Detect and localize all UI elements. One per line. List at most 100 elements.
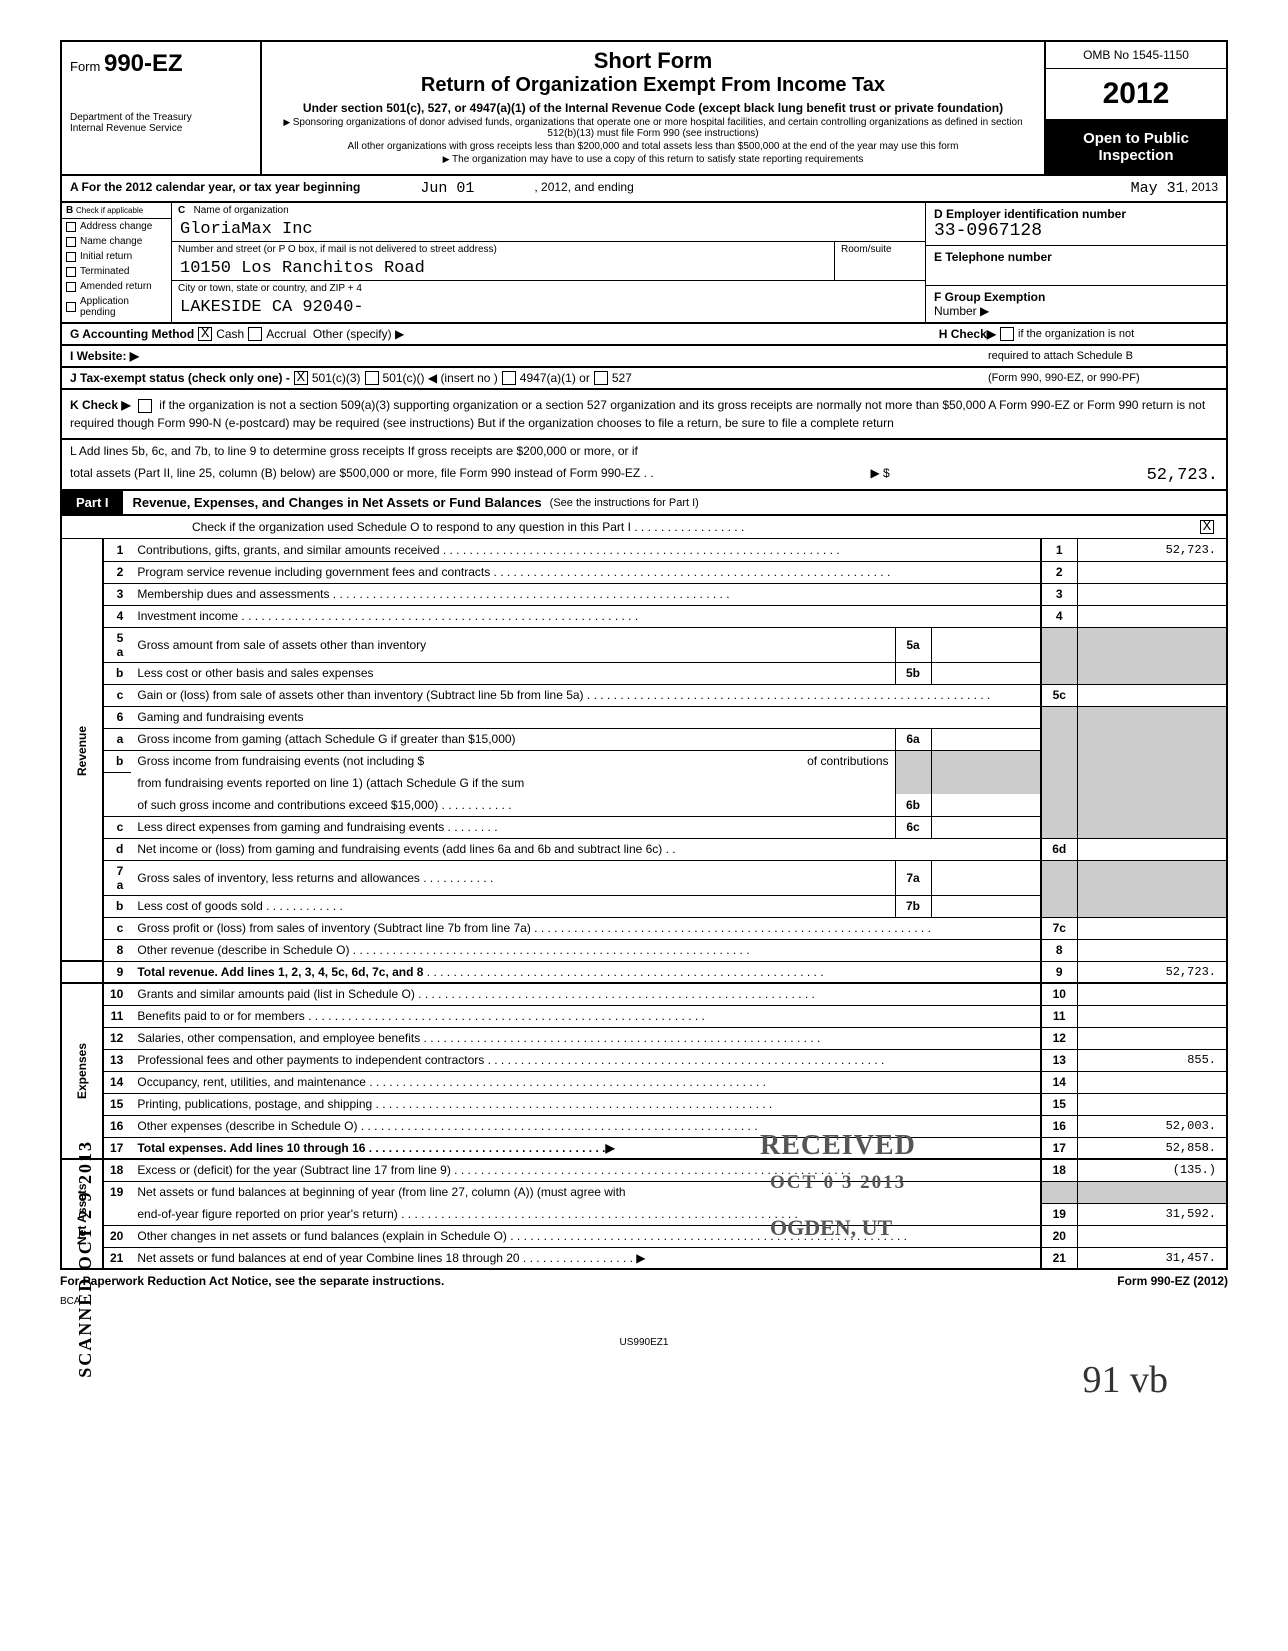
end-date: May 31 [1131,180,1185,197]
k-checkbox[interactable] [138,399,152,413]
name-label: Name of organization [194,205,289,216]
l20-val [1077,1225,1227,1247]
l6b3-num [103,794,131,816]
revenue-label: Revenue [61,539,103,961]
l17-rn: 17 [1041,1137,1077,1159]
l9-rn: 9 [1041,961,1077,983]
l19-num: 19 [103,1181,131,1203]
l5a-sbval [931,627,1041,662]
signature: 91 vb [60,1358,1228,1402]
l13-val: 855. [1077,1049,1227,1071]
part1-title: Revenue, Expenses, and Changes in Net As… [133,495,542,510]
l5-shaded-val [1077,627,1227,684]
scanned-stamp: SCANNED OCT 2 9 2013 [75,1140,96,1378]
l6c-sbval [931,816,1041,838]
section-a-mid: , 2012, and ending [534,180,633,197]
h-text: if the organization is not [1018,328,1218,340]
l7-shaded-val [1077,860,1227,917]
tax-year: 2012 [1046,69,1226,120]
c-label: C [178,205,185,216]
l5a-sb: 5a [895,627,931,662]
l3-rn: 3 [1041,583,1077,605]
column-c: C Name of organization GloriaMax Inc Num… [172,203,926,322]
l10-val [1077,983,1227,1005]
l11-num: 11 [103,1005,131,1027]
opt-name-change[interactable]: Name change [62,234,171,249]
l8-num: 8 [103,939,131,961]
l16-desc: Other expenses (describe in Schedule O) [137,1119,357,1133]
h-text3: (Form 990, 990-EZ, or 990-PF) [988,372,1218,384]
501c-checkbox[interactable] [365,371,379,385]
l5c-desc: Gain or (loss) from sale of assets other… [137,688,590,702]
city-label: City or town, state or country, and ZIP … [172,281,925,296]
l10-rn: 10 [1041,983,1077,1005]
l8-desc: Other revenue (describe in Schedule O) [137,943,349,957]
4947-checkbox[interactable] [502,371,516,385]
l5b-sbval [931,662,1041,684]
footer-right: Form 990-EZ (2012) [1117,1274,1228,1288]
l2-num: 2 [103,561,131,583]
check-o-checkbox[interactable]: X [1200,520,1214,534]
l15-num: 15 [103,1093,131,1115]
header-right: OMB No 1545-1150 2012 Open to Public Ins… [1046,42,1226,174]
opt-501c-insert: ) ◀ (insert no ) [421,371,498,385]
l2-desc: Program service revenue including govern… [137,565,490,579]
l12-rn: 12 [1041,1027,1077,1049]
l17-desc: Total expenses. Add lines 10 through 16 … [137,1141,614,1155]
l11-rn: 11 [1041,1005,1077,1027]
opt-pending[interactable]: Application pending [62,294,171,320]
h-checkbox[interactable] [1000,327,1014,341]
l4-rn: 4 [1041,605,1077,627]
cash-checkbox[interactable]: X [198,327,212,341]
l6c-desc: Less direct expenses from gaming and fun… [137,820,497,834]
open-line1: Open to Public [1052,130,1220,147]
527-checkbox[interactable] [594,371,608,385]
l5a-num: 5 a [103,627,131,662]
l11-desc: Benefits paid to or for members [137,1009,304,1023]
opt-address-change[interactable]: Address change [62,219,171,234]
l5c-rn: 5c [1041,684,1077,706]
l-amount: 52,723. [1147,466,1218,485]
i-label: I Website: ▶ [70,349,139,363]
check-o-row: Check if the organization used Schedule … [60,516,1228,539]
l6a-desc: Gross income from gaming (attach Schedul… [137,732,515,746]
l3-desc: Membership dues and assessments [137,587,329,601]
opt-initial-return[interactable]: Initial return [62,249,171,264]
opt-amended[interactable]: Amended return [62,279,171,294]
footer-left: For Paperwork Reduction Act Notice, see … [60,1274,444,1288]
l21-val: 31,457. [1077,1247,1227,1269]
open-inspection: Open to Public Inspection [1046,120,1226,174]
accrual-checkbox[interactable] [248,327,262,341]
ein: 33-0967128 [934,221,1218,241]
opt-terminated[interactable]: Terminated [62,264,171,279]
l5b-num: b [103,662,131,684]
l6b2-desc: from fundraising events reported on line… [137,776,524,790]
l5b-desc: Less cost or other basis and sales expen… [137,666,373,680]
part1-table: Revenue 1 Contributions, gifts, grants, … [60,539,1228,1270]
l19b-val: 31,592. [1077,1203,1227,1225]
l6a-sbval [931,728,1041,750]
l6-shaded [1041,706,1077,838]
h-label: H Check▶ [939,327,996,341]
part1-note: (See the instructions for Part I) [550,497,699,509]
note3: The organization may have to use a copy … [274,154,1032,165]
l7b-num: b [103,895,131,917]
h-text2: required to attach Schedule B [988,350,1218,362]
l6a-sb: 6a [895,728,931,750]
l9-desc: Total revenue. Add lines 1, 2, 3, 4, 5c,… [137,965,423,979]
l7c-num: c [103,917,131,939]
l14-rn: 14 [1041,1071,1077,1093]
l1-rn: 1 [1041,539,1077,561]
section-k: K Check ▶ if the organization is not a s… [60,390,1228,440]
501c3-checkbox[interactable]: X [294,371,308,385]
l7a-sb: 7a [895,860,931,895]
l6b3-desc: of such gross income and contributions e… [137,798,511,812]
opt-501c3: 501(c)(3) [312,371,361,385]
l7-shaded [1041,860,1077,917]
l6-desc: Gaming and fundraising events [137,710,303,724]
l8-rn: 8 [1041,939,1077,961]
l6b3-sb: 6b [895,794,931,816]
title-return: Return of Organization Exempt From Incom… [274,74,1032,97]
l19-desc: Net assets or fund balances at beginning… [137,1185,625,1199]
l5c-num: c [103,684,131,706]
